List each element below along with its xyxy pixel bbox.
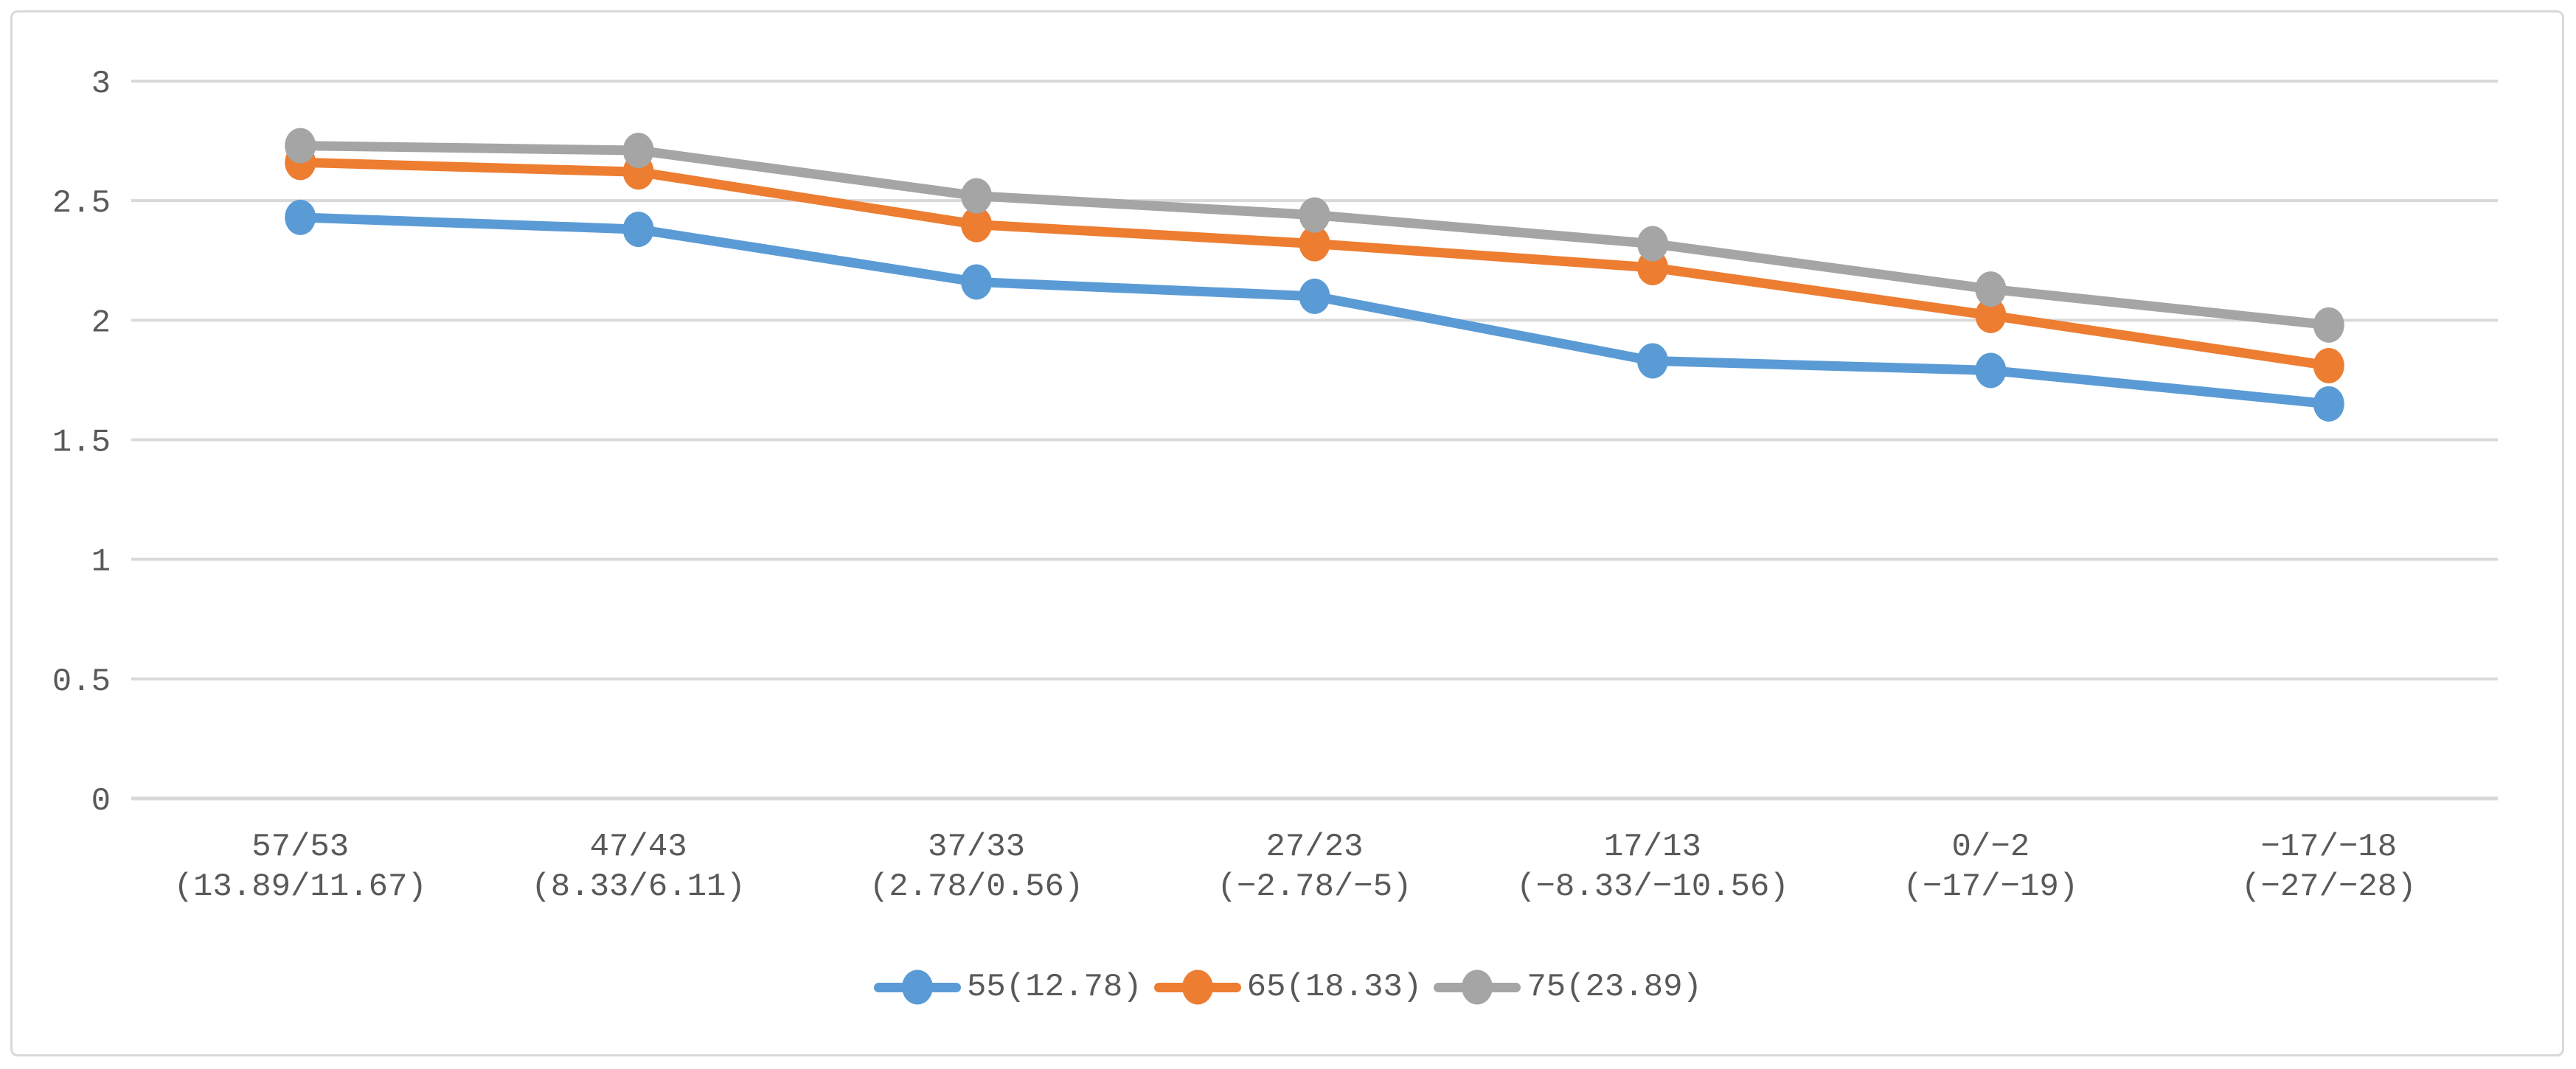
legend-label: 65(18.33) (1246, 969, 1423, 1006)
y-tick-label: 0.5 (52, 664, 111, 700)
legend-item-0: 55(12.78) (874, 969, 1142, 1006)
series-1-point-5 (1975, 297, 2007, 333)
legend-item-1: 65(18.33) (1153, 969, 1423, 1006)
x-category-label: −17/−18 (−27/−28) (2241, 829, 2417, 905)
legend-line-marker-icon (874, 969, 962, 1005)
series-2-point-5 (1975, 271, 2007, 307)
series-2-point-1 (622, 133, 654, 169)
x-category-label: 57/53 (13.89/11.67) (174, 829, 427, 905)
series-0-point-3 (1299, 278, 1330, 314)
x-category-label: 27/23 (−2.78/−5) (1217, 829, 1412, 905)
legend-line-marker-icon (1434, 969, 1521, 1005)
x-category-label: 47/43 (8.33/6.11) (531, 829, 745, 905)
series-2-point-4 (1636, 226, 1668, 262)
series-0-point-0 (285, 199, 316, 235)
legend-dot-icon (1462, 969, 1493, 1005)
series-1-point-2 (961, 206, 993, 243)
y-tick-label: 2 (91, 304, 111, 341)
series-2-point-3 (1299, 197, 1330, 233)
y-tick-label: 1 (91, 544, 111, 581)
series-2-point-6 (2313, 307, 2344, 343)
legend-dot-icon (1181, 969, 1213, 1005)
series-1-point-3 (1299, 226, 1330, 262)
chart-border (10, 10, 2564, 1056)
x-category-label: 37/33 (2.78/0.56) (869, 829, 1083, 905)
legend-item-2: 75(23.89) (1434, 969, 1702, 1006)
y-tick-label: 3 (91, 66, 111, 102)
y-tick-label: 0 (91, 783, 111, 820)
y-tick-label: 1.5 (52, 425, 111, 462)
legend-label: 75(23.89) (1527, 969, 1702, 1006)
series-0-point-4 (1636, 343, 1668, 379)
x-category-label: 17/13 (−8.33/−10.56) (1516, 829, 1789, 905)
series-0-point-6 (2313, 386, 2344, 422)
legend-label: 55(12.78) (967, 969, 1142, 1006)
series-0-point-2 (961, 264, 993, 300)
series-0-point-1 (622, 212, 654, 248)
legend: 55(12.78) 65(18.33) 75(23.89) (0, 967, 2576, 1007)
series-line-1 (295, 157, 2334, 371)
x-category-label: 0/−2 (−17/−19) (1903, 829, 2079, 905)
y-tick-label: 2.5 (52, 185, 111, 222)
series-1-point-6 (2313, 347, 2344, 383)
series-2-point-0 (285, 128, 316, 164)
series-0-point-5 (1975, 352, 2007, 389)
legend-dot-icon (902, 969, 934, 1005)
series-2-point-2 (961, 178, 993, 214)
legend-line-marker-icon (1153, 969, 1241, 1005)
